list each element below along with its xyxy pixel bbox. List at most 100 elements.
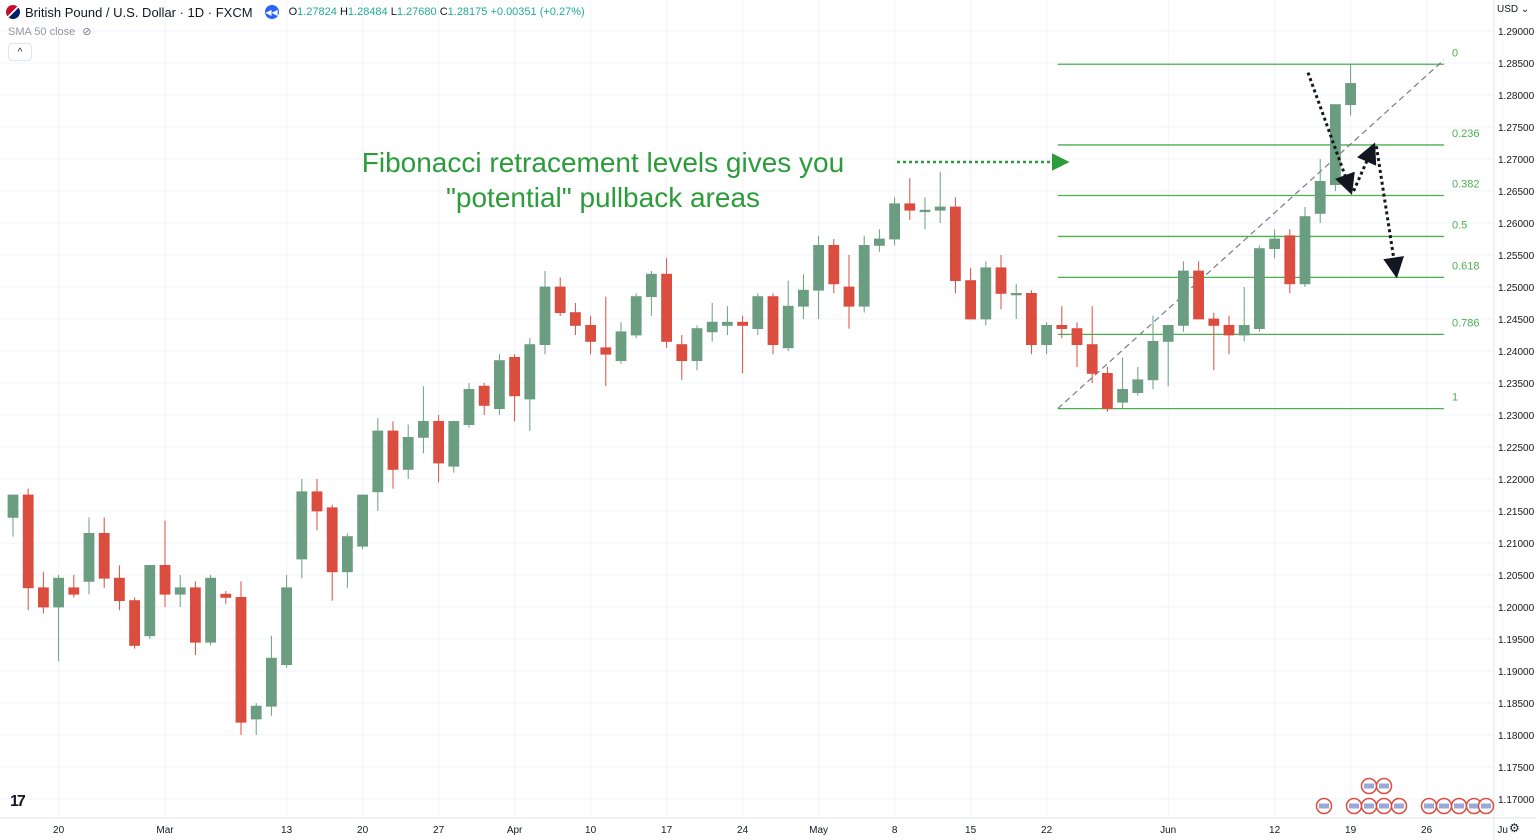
price-tick-label: 1.29000 — [1498, 27, 1535, 38]
candle-body-up — [706, 321, 718, 333]
candle-body-down — [767, 296, 779, 346]
candle-body-down — [737, 321, 748, 326]
candle-body-up — [402, 436, 414, 470]
candle-body-up — [524, 344, 536, 400]
annotation-line-2: "potential" pullback areas — [446, 182, 760, 213]
price-tick-label: 1.28500 — [1498, 59, 1535, 70]
time-axis[interactable]: 20 Mar 13 20 27 Apr 10 17 24 May 8 15 22 Jun 12 19 26 Ju — [53, 825, 1508, 836]
candle-body-up — [980, 267, 992, 320]
time-tick-label: Apr — [507, 825, 523, 836]
time-tick-label: 27 — [433, 825, 445, 836]
fib-level-label: 0.382 — [1452, 178, 1480, 190]
candle-body-up — [448, 420, 460, 467]
candle-body-down — [189, 587, 201, 643]
fib-level-label: 0.5 — [1452, 219, 1467, 231]
candle-body-down — [661, 273, 672, 342]
event-flag-icon — [1394, 803, 1404, 809]
price-tick-label: 1.24000 — [1498, 347, 1535, 358]
candle-body-up — [1269, 238, 1280, 250]
candle-body-up — [889, 203, 900, 240]
fibonacci-retracement[interactable]: 0 0.236 0.382 0.5 0.618 0.786 1 — [1057, 47, 1480, 410]
price-axis[interactable]: 1.29000 1.28500 1.28000 1.27500 1.27000 1.265… — [1498, 27, 1535, 806]
candle-body-down — [38, 587, 49, 608]
time-tick-label: 20 — [357, 825, 369, 836]
candle-body-up — [798, 289, 809, 307]
time-tick-label: 10 — [585, 825, 597, 836]
time-tick-label: Jun — [1160, 825, 1176, 836]
candle-body-up — [813, 244, 824, 291]
price-tick-label: 1.18500 — [1498, 699, 1535, 710]
candle-body-up — [615, 331, 627, 361]
tradingview-logo-icon[interactable]: 17 — [10, 793, 26, 810]
candle-body-up — [539, 286, 551, 345]
price-tick-label: 1.27000 — [1498, 155, 1535, 166]
replay-icon[interactable]: ◀◀ — [264, 5, 279, 19]
candle-body-up — [1330, 104, 1341, 185]
candle-body-down — [433, 420, 445, 464]
symbol-header: British Pound / U.S. Dollar · 1D · FXCM … — [6, 3, 585, 21]
annotation-line-1: Fibonacci retracement levels gives you — [362, 147, 844, 178]
candle-body-up — [752, 296, 764, 330]
candle-body-up — [281, 587, 293, 665]
candle-body-down — [1086, 344, 1098, 374]
candle-body-down — [554, 286, 566, 314]
candle-body-down — [904, 203, 916, 211]
candle-body-up — [1147, 340, 1159, 381]
candle-body-up — [646, 273, 657, 298]
candle-body-down — [98, 533, 110, 579]
price-tick-label: 1.17000 — [1498, 795, 1535, 806]
candle-body-up — [341, 536, 353, 573]
fib-level-label: 0 — [1452, 47, 1458, 59]
fib-level-label: 0.236 — [1452, 128, 1480, 140]
price-tick-label: 1.23000 — [1498, 411, 1535, 422]
projection-arrows — [1306, 72, 1405, 279]
price-tick-label: 1.23500 — [1498, 379, 1535, 390]
price-tick-label: 1.27500 — [1498, 123, 1535, 134]
settings-gear-icon[interactable]: ⚙ — [1509, 821, 1520, 835]
hidden-eye-icon[interactable]: ⊘ — [82, 26, 92, 38]
candle-body-down — [22, 494, 34, 589]
price-tick-label: 1.21500 — [1498, 507, 1535, 518]
candle-body-up — [1254, 248, 1265, 330]
candle-body-up — [1132, 379, 1144, 393]
candle-body-down — [220, 593, 232, 598]
candle-body-up — [296, 491, 308, 560]
indicator-legend[interactable]: SMA 50 close ⊘ — [8, 25, 92, 39]
candle-body-up — [858, 244, 870, 307]
ohlc-values: O1.27824 H1.28484 L1.27680 C1.28175 +0.0… — [288, 6, 585, 18]
candle-body-down — [1193, 270, 1204, 320]
event-flag-icon — [1349, 803, 1359, 809]
event-flag-icon — [1439, 803, 1449, 809]
event-flag-icon — [1454, 803, 1464, 809]
candle-body-up — [83, 533, 95, 582]
fib-level-label: 0.786 — [1452, 317, 1480, 329]
candle-body-up — [1178, 270, 1189, 326]
candle-body-up — [1314, 180, 1326, 214]
time-tick-label: 13 — [281, 825, 293, 836]
candle-body-up — [265, 657, 277, 707]
candle-body-down — [570, 312, 581, 326]
symbol-title[interactable]: British Pound / U.S. Dollar · 1D · FXCM — [25, 4, 253, 20]
candle-body-up — [934, 206, 946, 211]
time-tick-label: 8 — [892, 825, 898, 836]
indicator-label: SMA 50 close — [8, 25, 76, 38]
candle-body-up — [493, 360, 505, 410]
candle-body-up — [782, 305, 794, 349]
event-flag-icon — [1379, 803, 1389, 809]
price-tick-label: 1.22500 — [1498, 443, 1535, 454]
candle-body-up — [463, 388, 475, 425]
price-tick-label: 1.21000 — [1498, 539, 1535, 550]
candle-body-down — [478, 385, 490, 406]
event-flag-icon — [1319, 803, 1329, 809]
currency-label[interactable]: USD ⌄ — [1497, 4, 1530, 15]
time-tick-label: 24 — [737, 825, 749, 836]
fib-level-label: 0.618 — [1452, 260, 1480, 272]
candle-body-down — [1071, 328, 1083, 346]
candle-body-down — [509, 356, 521, 397]
candle-body-down — [326, 507, 338, 573]
collapse-legend-button[interactable]: ^ — [8, 43, 32, 61]
candle-body-down — [828, 244, 840, 285]
price-tick-label: 1.19500 — [1498, 635, 1535, 646]
candle-body-up — [372, 430, 384, 493]
